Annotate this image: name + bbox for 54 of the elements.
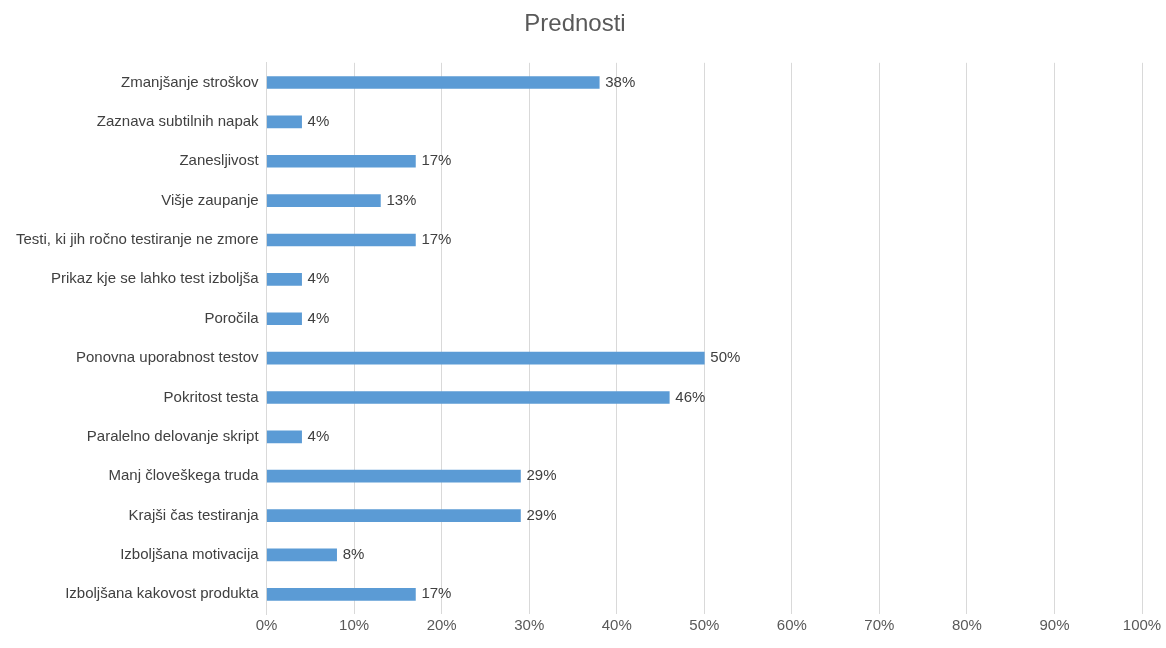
y-tick-label: Krajši čas testiranja (128, 505, 260, 523)
y-tick-label: Prikaz kje se lahko test izboljša (51, 269, 260, 287)
y-tick-label: Ponovna uporabnost testov (75, 348, 260, 366)
y-tick-label: Zanesljivost (179, 151, 260, 169)
data-label: 17% (421, 584, 452, 602)
bar (266, 312, 302, 326)
bar (266, 194, 381, 207)
bar (266, 233, 416, 247)
x-tick-label: 10% (339, 616, 370, 634)
data-label: 4% (307, 269, 330, 287)
data-label: 29% (526, 505, 557, 523)
bar (266, 587, 416, 601)
data-label: 13% (386, 190, 417, 208)
data-label: 46% (675, 387, 706, 405)
data-label: 8% (342, 545, 365, 563)
data-label: 4% (307, 426, 330, 444)
x-tick-label: 20% (426, 616, 457, 634)
x-tick-label: 50% (689, 616, 720, 634)
y-tick-label: Zmanjšanje stroškov (121, 72, 260, 90)
data-label: 50% (710, 348, 741, 366)
bar (266, 430, 302, 444)
data-label: 4% (307, 308, 330, 326)
data-label: 17% (421, 230, 452, 248)
x-tick-label: 90% (1039, 616, 1070, 634)
x-tick-label: 0% (255, 616, 278, 634)
y-tick-label: Poročila (204, 308, 260, 326)
data-label: 38% (605, 72, 636, 90)
data-label: 4% (307, 112, 330, 129)
x-tick-label: 60% (776, 616, 807, 634)
y-tick-label: Manj človeškega truda (108, 466, 260, 484)
x-tick-label: 70% (864, 616, 895, 634)
bar (266, 273, 302, 286)
y-tick-label: Višje zaupanje (161, 190, 259, 208)
bar (266, 548, 337, 562)
data-label: 17% (421, 151, 452, 169)
y-tick-label: Testi, ki jih ročno testiranje ne zmore (15, 230, 259, 248)
x-tick-label: 80% (951, 616, 982, 634)
x-tick-label: 30% (514, 616, 545, 634)
bar (266, 76, 600, 89)
x-tick-label: 100% (1122, 616, 1162, 634)
bar (266, 469, 521, 483)
bar (266, 391, 670, 404)
data-label: 29% (526, 466, 557, 484)
y-tick-label: Izboljšana kakovost produkta (65, 584, 260, 602)
x-tick-label: 40% (601, 616, 632, 634)
bar (266, 115, 302, 129)
bar (266, 509, 521, 522)
bar (266, 351, 705, 365)
y-tick-label: Paralelno delovanje skript (86, 426, 260, 444)
y-tick-label: Izboljšana motivacija (120, 545, 260, 563)
bar (266, 154, 416, 168)
chart-title: Prednosti (524, 9, 626, 37)
y-tick-label: Zaznava subtilnih napak (96, 112, 260, 129)
y-tick-label: Pokritost testa (163, 387, 260, 405)
